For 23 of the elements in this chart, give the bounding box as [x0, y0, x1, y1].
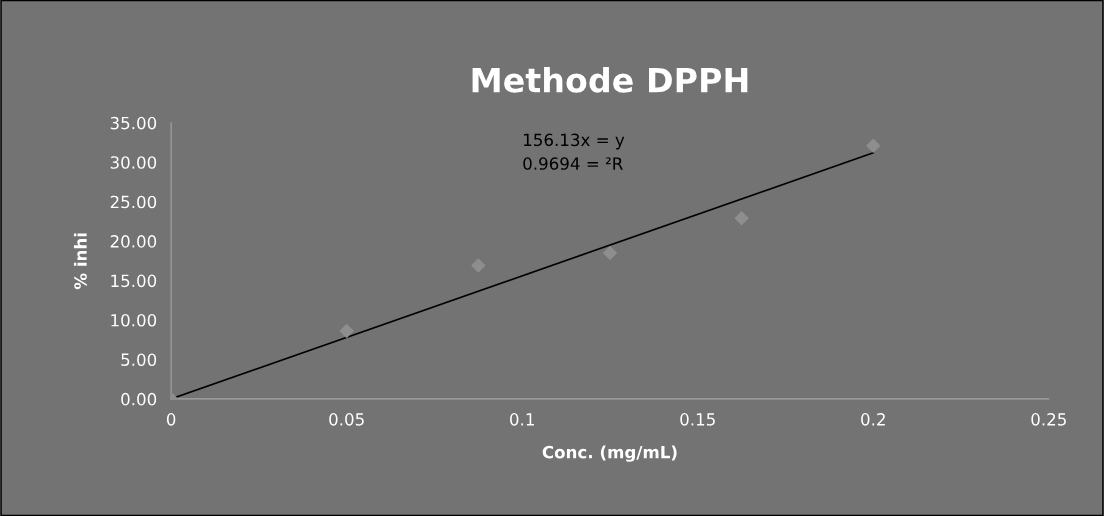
- y-tick-label: 20.00: [110, 235, 157, 248]
- x-tick-label: 0.2: [861, 413, 885, 426]
- x-tick-label: 0.15: [680, 413, 715, 426]
- y-tick-label: 10.00: [111, 313, 157, 327]
- y-tick-label: 5.00: [121, 353, 157, 366]
- point: [603, 246, 617, 260]
- annotation: 156.13x = y 0.9694 = ²R: [523, 133, 625, 170]
- point: [339, 324, 354, 338]
- point: [866, 138, 881, 153]
- point: [734, 211, 749, 226]
- y-tick-label: 30.00: [110, 156, 157, 169]
- x-axis-title: Conc. (mg/mL): [542, 445, 677, 462]
- x-tick-label: 0.25: [1031, 413, 1066, 426]
- chart-title: Methode DPPH: [472, 66, 748, 93]
- y-tick-label: 0.00: [121, 392, 157, 406]
- x-tick-label: 0: [166, 413, 176, 426]
- x-tick-label: 0.1: [510, 413, 534, 426]
- y-tick-label: 15.00: [111, 274, 157, 288]
- y-tick-label: 35.00: [110, 116, 157, 130]
- x-tick-label: 0.05: [329, 413, 364, 426]
- y-tick-label: 25.00: [110, 195, 157, 209]
- point: [471, 258, 486, 273]
- y-axis-title: % inhi: [73, 233, 87, 290]
